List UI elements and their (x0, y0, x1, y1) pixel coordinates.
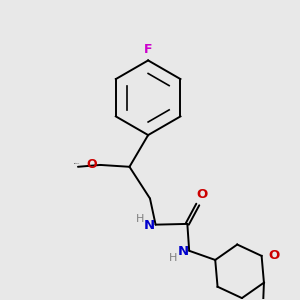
Text: F: F (144, 43, 152, 56)
Text: O: O (196, 188, 207, 201)
Text: O: O (268, 249, 280, 262)
Text: N: N (144, 219, 155, 232)
Text: methoxy: methoxy (74, 162, 80, 164)
Text: H: H (136, 214, 144, 224)
Text: N: N (178, 245, 189, 258)
Text: H: H (169, 253, 178, 263)
Text: O: O (87, 158, 98, 171)
